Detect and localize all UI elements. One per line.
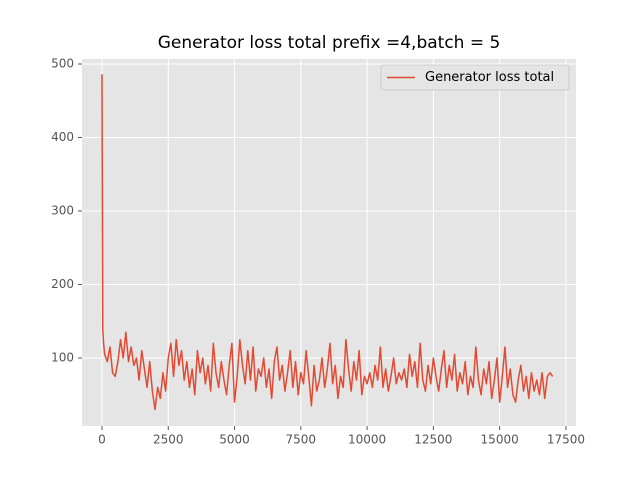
x-tick-label: 2500	[153, 433, 184, 447]
y-tick-label: 400	[51, 130, 74, 144]
x-tick-label: 17500	[547, 433, 585, 447]
legend-label: Generator loss total	[425, 70, 554, 85]
plot-area	[82, 59, 576, 426]
x-tick-label: 5000	[219, 433, 250, 447]
y-tick-label: 100	[51, 351, 74, 365]
y-tick-label: 500	[51, 56, 74, 70]
x-tick-label: 7500	[286, 433, 317, 447]
y-tick-label: 200	[51, 277, 74, 291]
chart-title: Generator loss total prefix =4,batch = 5	[158, 33, 501, 53]
x-tick-label: 15000	[481, 433, 519, 447]
legend-box	[380, 64, 570, 91]
x-tick-label: 0	[98, 433, 106, 447]
y-tick-label: 300	[51, 204, 74, 218]
x-tick-label: 12500	[414, 433, 452, 447]
x-tick-label: 10000	[348, 433, 386, 447]
data-line	[101, 74, 554, 411]
